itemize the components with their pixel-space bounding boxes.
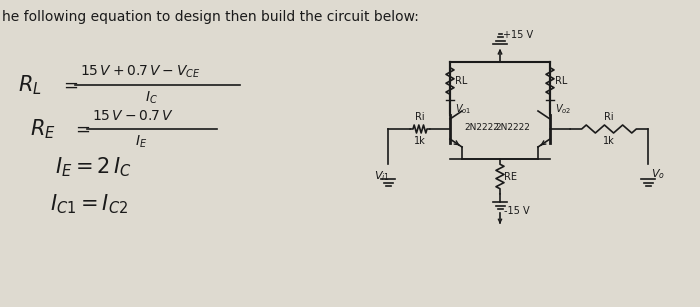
Text: RL: RL — [555, 76, 568, 86]
Text: he following equation to design then build the circuit below:: he following equation to design then bui… — [2, 10, 419, 24]
Text: 1k: 1k — [603, 136, 615, 146]
Text: $R_L$: $R_L$ — [18, 73, 42, 97]
Text: 2N2222: 2N2222 — [464, 122, 499, 131]
Text: $V_{o2}$: $V_{o2}$ — [555, 102, 571, 116]
Text: $V_{o1}$: $V_{o1}$ — [455, 102, 472, 116]
Text: Ri: Ri — [604, 112, 614, 122]
Text: Ri: Ri — [415, 112, 425, 122]
Text: 2N2222: 2N2222 — [495, 122, 530, 131]
Text: $I_C$: $I_C$ — [145, 90, 158, 106]
Text: $V_o$: $V_o$ — [651, 167, 665, 181]
Text: $I_E$: $I_E$ — [135, 134, 147, 150]
Text: $I_{C1} = I_{C2}$: $I_{C1} = I_{C2}$ — [50, 192, 128, 216]
Text: $=$: $=$ — [60, 76, 78, 94]
Text: +15 V: +15 V — [503, 30, 533, 40]
Text: $I_E = 2\,I_C$: $I_E = 2\,I_C$ — [55, 155, 132, 179]
Text: $V_{i1}$: $V_{i1}$ — [374, 169, 390, 183]
Text: 1k: 1k — [414, 136, 426, 146]
Text: $15\,V-0.7\,V$: $15\,V-0.7\,V$ — [92, 109, 174, 123]
Text: $R_E$: $R_E$ — [30, 117, 56, 141]
Text: -15 V: -15 V — [504, 206, 530, 216]
Text: $15\,V+0.7\,V-V_{CE}$: $15\,V+0.7\,V-V_{CE}$ — [80, 64, 201, 80]
Text: RE: RE — [504, 172, 517, 181]
Text: RL: RL — [455, 76, 468, 86]
Text: $=$: $=$ — [72, 120, 90, 138]
